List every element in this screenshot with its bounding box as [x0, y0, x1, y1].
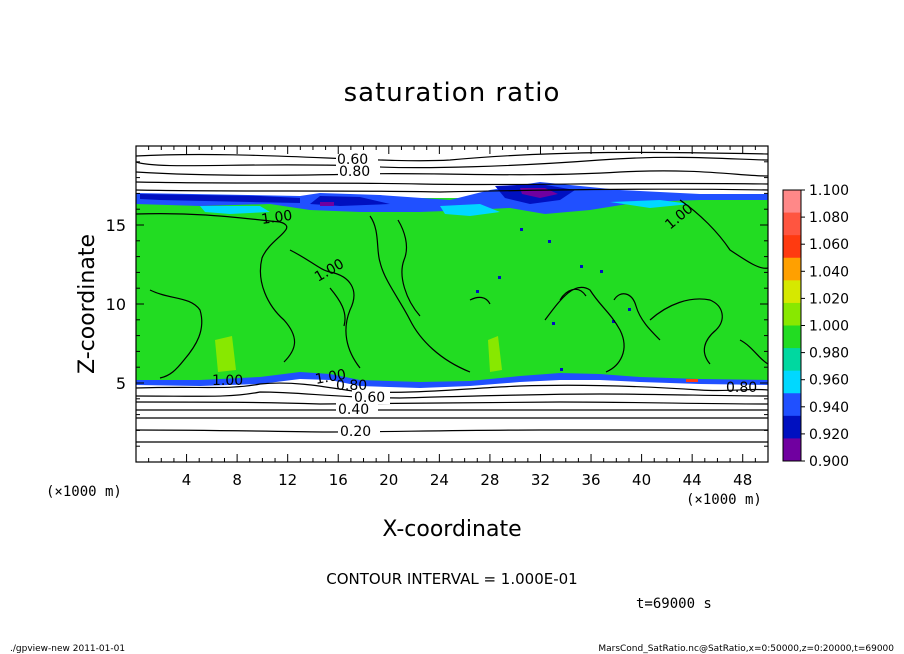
- colorbar-label: 0.920: [809, 427, 849, 443]
- y-axis-unit: (×1000 m): [46, 484, 122, 500]
- x-tick-label: 12: [278, 471, 297, 489]
- x-tick-label: 40: [632, 471, 651, 489]
- x-tick-label: 48: [733, 471, 752, 489]
- colorbar-swatch: [783, 212, 801, 236]
- x-tick-label: 36: [581, 471, 600, 489]
- colorbar-swatch: [783, 325, 801, 349]
- red-patch: [686, 379, 698, 382]
- contour-label: 1.00: [260, 208, 293, 228]
- colorbar-swatch: [783, 280, 801, 304]
- colorbar-label: 1.100: [809, 183, 849, 199]
- colorbar-label: 1.020: [809, 291, 849, 307]
- colorbar-label: 0.900: [809, 454, 849, 470]
- cloud-top-core: [140, 184, 575, 206]
- x-tick-label: 44: [683, 471, 702, 489]
- colorbar-swatch: [783, 302, 801, 326]
- footer-right: MarsCond_SatRatio.nc@SatRatio,x=0:50000,…: [598, 644, 894, 654]
- contour-interval: CONTOUR INTERVAL = 1.000E-01: [326, 570, 577, 588]
- colorbar-swatch: [783, 257, 801, 281]
- colorbar-swatch: [783, 393, 801, 417]
- y-axis: 5 10 15: [106, 145, 768, 463]
- colorbar: 1.100 1.080 1.060 1.040 1.020 1.000 0.980 0.960…: [782, 183, 849, 470]
- x-axis-label: X-coordinate: [382, 517, 521, 542]
- x-tick-label: 4: [182, 471, 192, 489]
- colorbar-swatch: [783, 438, 801, 462]
- footer-left: ./gpview-new 2011-01-01: [10, 644, 125, 654]
- colorbar-label: 1.080: [809, 210, 849, 226]
- colorbar-swatch: [783, 415, 801, 439]
- colorbar-swatch: [783, 190, 801, 214]
- upper-contours: [136, 151, 768, 193]
- x-axis-unit: (×1000 m): [686, 492, 762, 508]
- scatter-dots: [476, 228, 631, 371]
- colorbar-label: 1.060: [809, 237, 849, 253]
- colorbar-swatch: [783, 348, 801, 372]
- cloud-top-band: [136, 182, 768, 214]
- x-tick-label: 28: [480, 471, 499, 489]
- x-tick-label: 20: [379, 471, 398, 489]
- colorbar-label: 0.980: [809, 346, 849, 362]
- y-tick-label: 5: [116, 374, 126, 393]
- contour-label: 0.80: [339, 164, 370, 180]
- lower-band: [136, 372, 768, 388]
- contour-label: 0.20: [340, 424, 371, 440]
- x-tick-label: 32: [531, 471, 550, 489]
- colorbar-label: 0.940: [809, 400, 849, 416]
- time-label: t=69000 s: [636, 596, 712, 612]
- contour-label: 0.40: [338, 402, 369, 418]
- colorbar-label: 0.960: [809, 373, 849, 389]
- colorbar-label: 1.040: [809, 264, 849, 280]
- x-axis: 4 8 12 16 20 24 28 32 36 40 44 48: [135, 146, 769, 489]
- inner-contours: [136, 199, 768, 379]
- x-tick-label: 24: [430, 471, 449, 489]
- cyan-patch: [200, 200, 690, 216]
- colorbar-swatch: [783, 235, 801, 259]
- contour-label: 0.80: [726, 380, 757, 396]
- colorbar-swatch: [783, 370, 801, 394]
- y-tick-label: 15: [106, 216, 126, 235]
- lower-contours: [136, 382, 768, 443]
- contour-label: 1.00: [212, 373, 243, 389]
- x-tick-label: 16: [329, 471, 348, 489]
- contour-label: 1.00: [314, 367, 347, 388]
- colorbar-label: 1.000: [809, 319, 849, 335]
- plot-field: 0.60 0.80 1.00 1.00 1.00 1.00 1.00 0.80 …: [136, 146, 768, 462]
- y-axis-label: Z-coordinate: [75, 234, 100, 374]
- chart-title: saturation ratio: [344, 78, 561, 108]
- x-tick-label: 8: [232, 471, 242, 489]
- y-tick-label: 10: [106, 295, 126, 314]
